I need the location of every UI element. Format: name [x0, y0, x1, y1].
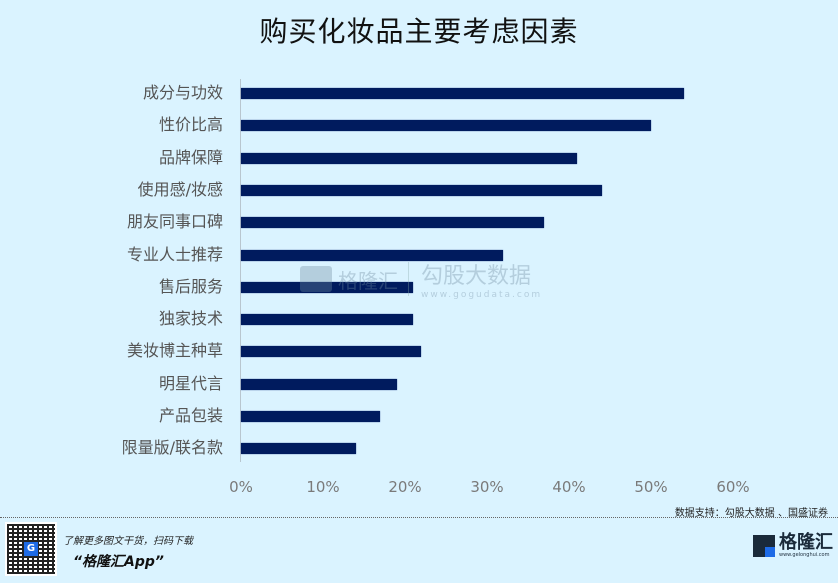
- bar: [241, 249, 504, 261]
- brand-url: www.gelonghui.com: [779, 552, 830, 558]
- category-label: 朋友同事口碑: [126, 212, 223, 232]
- x-tick-label: 30%: [470, 478, 504, 496]
- footer-divider: [0, 517, 838, 518]
- data-source: 数据支持：勾股大数据 、国盛证券: [674, 508, 828, 519]
- bar: [241, 152, 578, 164]
- watermark-gogu: 勾股大数据: [421, 264, 532, 289]
- category-label: 产品包装: [158, 406, 223, 425]
- qr-code[interactable]: G: [5, 522, 57, 576]
- category-label: 售后服务: [158, 276, 223, 296]
- brand-name: 格隆汇: [779, 532, 833, 553]
- bar-chart: 成分与功效性价比高品牌保障使用感/妆感朋友同事口碑 专业人士推荐售后服务独家技术美…: [121, 79, 750, 496]
- promo-text: 了解更多图文干货，扫码下载: [63, 536, 193, 547]
- bar: [241, 281, 414, 293]
- bar: [241, 378, 397, 390]
- watermark: 格隆汇 勾股大数据 www.gogudata.com: [300, 258, 542, 300]
- promo-app-name: “格隆汇App”: [73, 554, 164, 570]
- chart-title: 购买化妆品主要考虑因素: [259, 15, 579, 48]
- bar: [241, 411, 381, 422]
- gelonghui-g-icon: [753, 535, 775, 557]
- bar: [241, 184, 602, 196]
- watermark-url: www.gogudata.com: [421, 290, 543, 300]
- watermark-divider: [408, 262, 409, 296]
- x-tick-label: 40%: [552, 478, 586, 496]
- category-label: 美妆博主种草: [126, 341, 223, 361]
- category-label: 明星代言: [158, 373, 223, 393]
- bar: [241, 120, 651, 132]
- gelonghui-logo-icon: [300, 266, 332, 292]
- watermark-brand: 格隆汇: [338, 268, 398, 293]
- x-tick-label: 10%: [306, 478, 340, 496]
- x-tick-label: 20%: [388, 478, 422, 496]
- x-tick-label: 60%: [716, 478, 750, 496]
- category-label: 独家技术: [158, 309, 223, 329]
- bar: [241, 346, 422, 358]
- bar: [241, 443, 356, 455]
- y-axis-line: [240, 79, 241, 462]
- category-label: 使用感/妆感: [137, 179, 223, 199]
- brand-logo: 格隆汇 www.gelonghui.com: [753, 534, 833, 558]
- qr-logo-icon: G: [24, 542, 38, 556]
- category-label: 性价比高: [158, 115, 223, 135]
- category-label: 品牌保障: [158, 147, 223, 167]
- bar: [241, 314, 414, 326]
- category-label: 专业人士推荐: [126, 244, 223, 264]
- bar: [241, 88, 684, 99]
- category-label: 限量版/联名款: [121, 438, 223, 458]
- bar: [241, 217, 545, 229]
- x-tick-label: 50%: [634, 478, 668, 496]
- category-label: 成分与功效: [142, 83, 223, 102]
- x-tick-label: 0%: [229, 478, 253, 496]
